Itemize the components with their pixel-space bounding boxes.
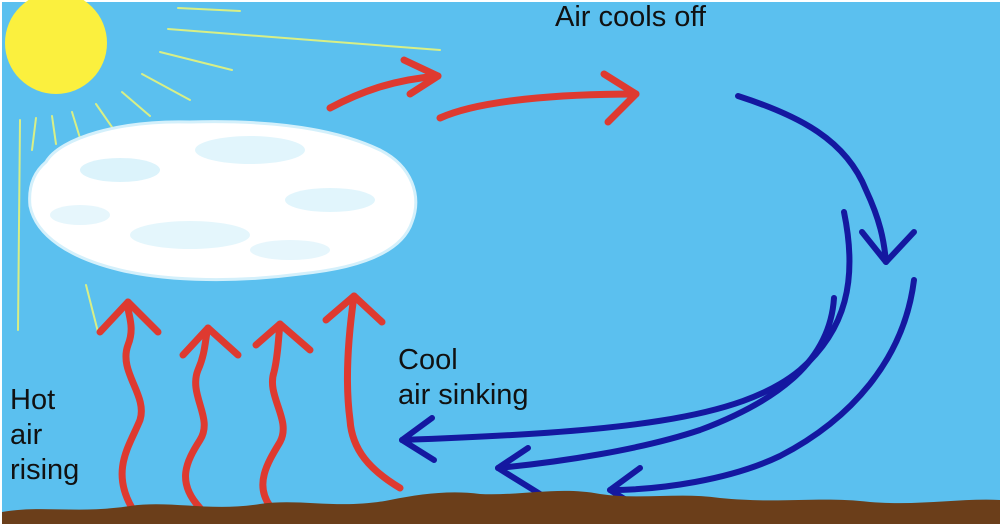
- label-cool-air-sinking: Cool air sinking: [398, 343, 529, 413]
- label-hot-air-line3: rising: [10, 454, 80, 486]
- rising-arrow-2: [179, 324, 242, 512]
- sun-rays: [17, 7, 441, 333]
- ground: [2, 490, 1000, 524]
- sun-icon: [5, 0, 107, 94]
- sinking-arrow-2: [495, 295, 837, 497]
- label-cool-air-line2: air sinking: [398, 379, 529, 411]
- label-cool-air-line1: Cool: [398, 344, 458, 376]
- warm-air-arrow-top-left: [326, 56, 442, 112]
- label-hot-air-rising: Hot air rising: [10, 383, 79, 488]
- warm-air-arrows: [96, 56, 640, 512]
- label-hot-air-line1: Hot: [10, 384, 56, 416]
- label-hot-air-line2: air: [10, 419, 43, 451]
- sinking-arrow-1: [399, 209, 853, 463]
- cool-air-arrows: [399, 93, 917, 519]
- cloud-icon: [28, 120, 418, 282]
- rising-arrow-1: [96, 298, 162, 512]
- cooling-arrow-down: [735, 93, 917, 265]
- label-air-cools-off: Air cools off: [555, 0, 706, 35]
- label-air-cools-off-text: Air cools off: [555, 1, 706, 33]
- rising-arrow-3: [252, 320, 314, 510]
- rising-arrow-4: [322, 292, 404, 492]
- warm-air-arrow-top-right: [436, 70, 640, 126]
